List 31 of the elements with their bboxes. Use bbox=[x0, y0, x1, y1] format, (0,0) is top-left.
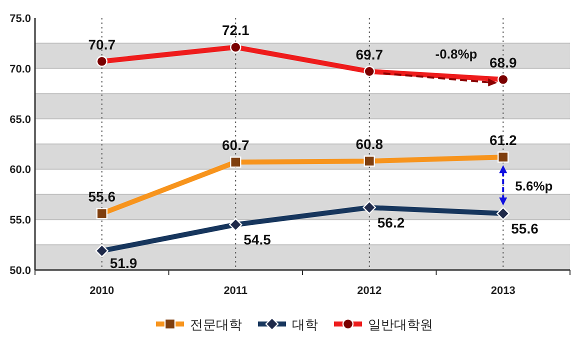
data-label: 55.6 bbox=[511, 220, 539, 237]
y-tick-label: 60.0 bbox=[10, 164, 31, 176]
legend-label: 전문대학 bbox=[190, 317, 242, 332]
data-label: 72.1 bbox=[222, 22, 250, 38]
data-label: 54.5 bbox=[244, 232, 272, 248]
x-tick-label: 2010 bbox=[90, 285, 114, 297]
annotation: 5.6%p bbox=[515, 178, 553, 194]
point bbox=[95, 244, 108, 258]
data-label: 51.9 bbox=[110, 255, 138, 271]
x-tick-label: 2013 bbox=[490, 285, 516, 297]
point bbox=[229, 218, 242, 232]
y-tick-label: 75.0 bbox=[10, 13, 31, 25]
legend-label: 대학 bbox=[292, 317, 318, 332]
y-tick-label: 65.0 bbox=[10, 114, 31, 126]
annotation: -0.8%p bbox=[435, 46, 478, 62]
data-label: 69.7 bbox=[356, 46, 384, 62]
data-label: 68.9 bbox=[490, 54, 517, 70]
data-label: 61.2 bbox=[490, 132, 517, 148]
y-tick-label: 70.0 bbox=[10, 63, 31, 76]
data-label: 56.2 bbox=[377, 214, 405, 231]
y-tick-label: 55.0 bbox=[10, 214, 31, 227]
x-tick-label: 2012 bbox=[357, 285, 382, 297]
data-label: 55.6 bbox=[88, 188, 116, 205]
point bbox=[362, 200, 376, 214]
point bbox=[496, 206, 510, 220]
data-label: 70.7 bbox=[88, 36, 116, 52]
y-tick-label: 50.0 bbox=[10, 265, 31, 277]
legend-label: 일반대학원 bbox=[368, 317, 433, 332]
x-tick-label: 2011 bbox=[224, 285, 248, 297]
data-label: 60.7 bbox=[222, 137, 250, 154]
data-label: 60.8 bbox=[356, 136, 384, 152]
